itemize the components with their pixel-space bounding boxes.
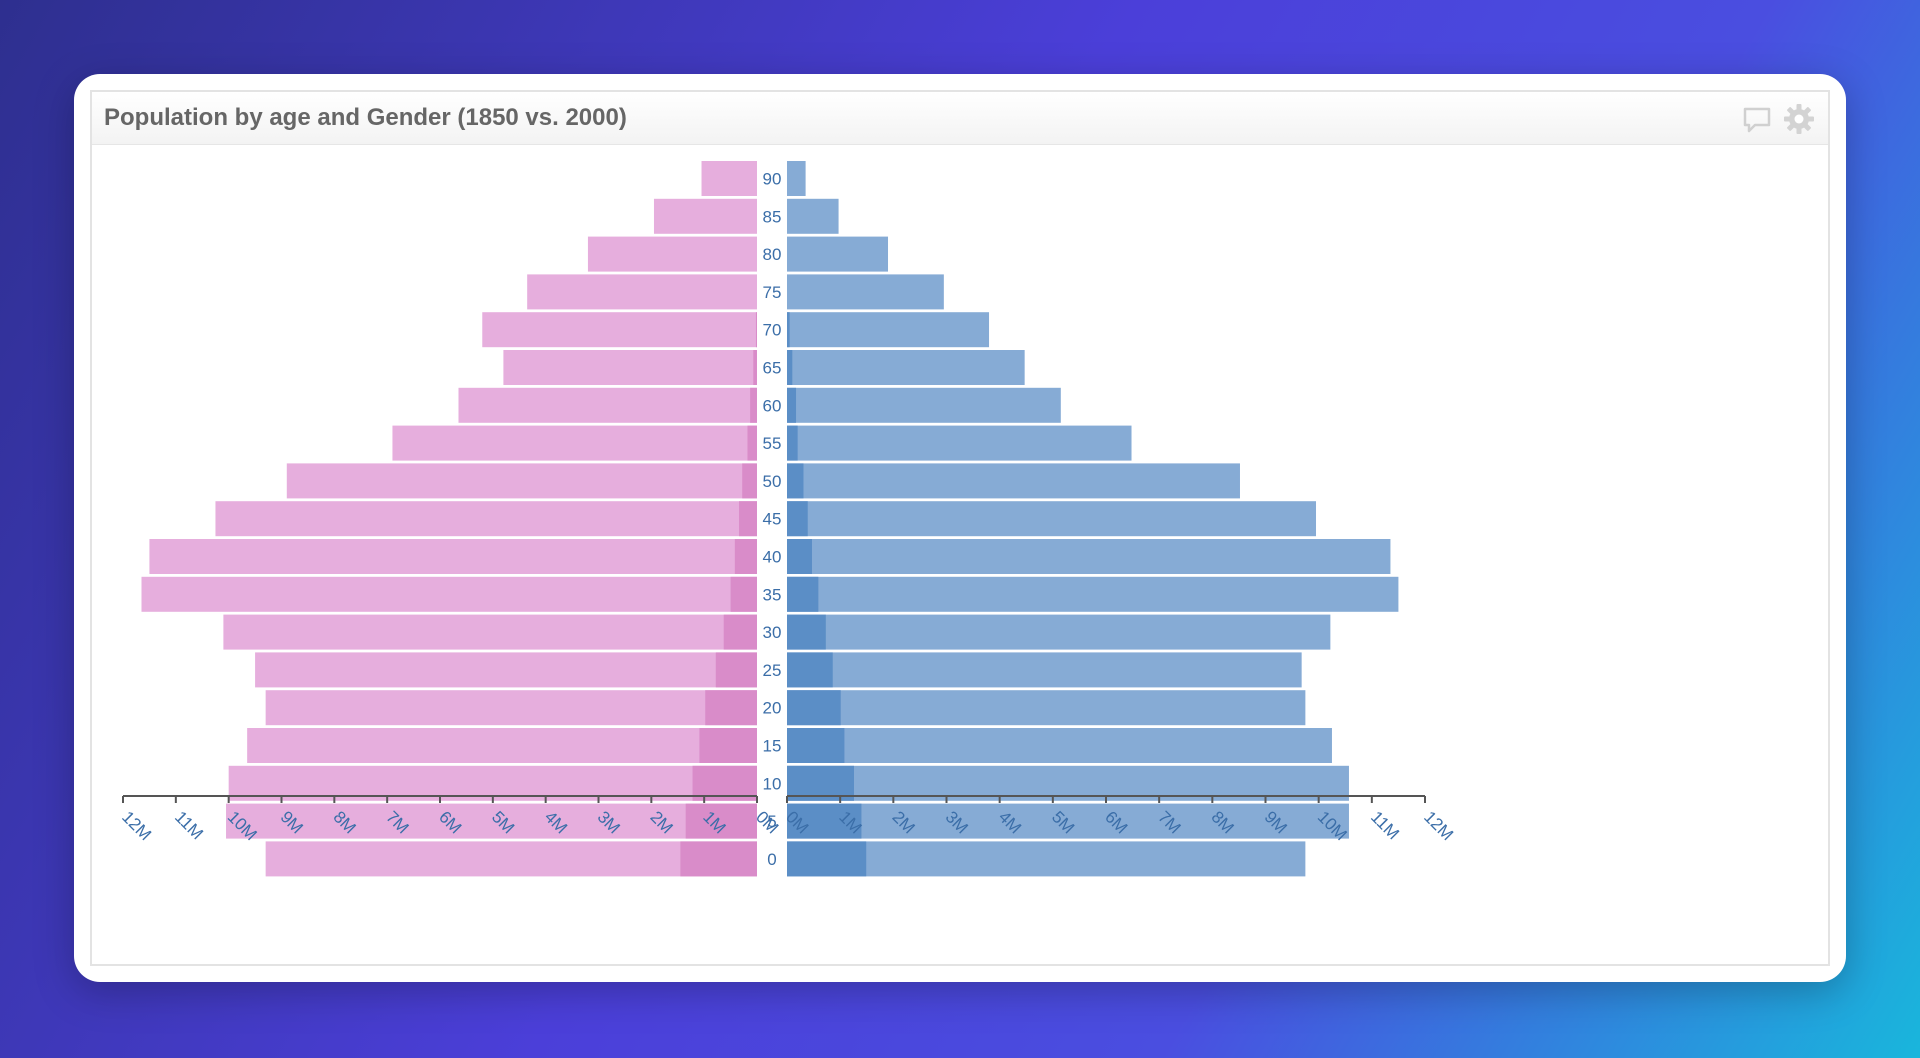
bar-right-inner-5	[787, 803, 862, 839]
bar-left-inner-30	[723, 614, 757, 650]
bar-left-inner-5	[685, 803, 757, 839]
age-label-75: 75	[763, 283, 782, 302]
bar-left-50	[286, 463, 757, 499]
bar-left-inner-45	[739, 501, 757, 537]
bar-left-inner-25	[715, 652, 757, 688]
tick-label-right: 12M	[1420, 807, 1457, 844]
bar-right-20	[787, 690, 1306, 726]
bar-right-25	[787, 652, 1302, 688]
bar-left-20	[265, 690, 757, 726]
bar-right-inner-45	[787, 501, 808, 537]
bar-left-inner-55	[747, 425, 757, 461]
bar-left-15	[247, 728, 758, 763]
age-label-20: 20	[763, 699, 782, 718]
bar-left-65	[503, 350, 757, 385]
panel-header: Population by age and Gender (1850 vs. 2…	[92, 92, 1828, 145]
bar-right-35	[787, 576, 1399, 612]
age-label-15: 15	[763, 737, 782, 756]
bar-right-inner-70	[787, 312, 790, 348]
bar-right-30	[787, 614, 1331, 650]
bar-right-inner-10	[787, 765, 854, 801]
age-label-80: 80	[763, 245, 782, 264]
bar-right-inner-65	[787, 350, 793, 385]
bar-right-10	[787, 765, 1349, 801]
bar-right-50	[787, 463, 1240, 499]
gear-icon[interactable]	[1782, 102, 1816, 136]
age-label-30: 30	[763, 623, 782, 642]
bar-left-40	[149, 539, 757, 574]
age-label-5: 5	[767, 812, 776, 831]
tick-label-left: 11M	[171, 807, 207, 843]
age-label-90: 90	[763, 170, 782, 189]
bar-right-inner-25	[787, 652, 833, 688]
bar-left-inner-20	[705, 690, 757, 726]
bar-left-30	[223, 614, 758, 650]
bar-right-15	[787, 728, 1332, 763]
bar-right-40	[787, 539, 1391, 574]
bar-left-inner-35	[730, 576, 757, 612]
bar-left-inner-60	[750, 387, 757, 423]
bar-left-0	[265, 841, 757, 877]
bar-right-inner-30	[787, 614, 826, 650]
bar-left-inner-70	[755, 312, 757, 348]
bar-right-55	[787, 425, 1132, 461]
bar-right-inner-55	[787, 425, 798, 461]
bar-right-inner-20	[787, 690, 841, 726]
bar-right-0	[787, 841, 1306, 877]
age-label-0: 0	[767, 850, 776, 869]
bar-left-inner-50	[742, 463, 757, 499]
bar-left-inner-40	[734, 539, 757, 574]
age-label-10: 10	[763, 774, 782, 793]
age-label-65: 65	[763, 359, 782, 378]
bar-left-inner-10	[692, 765, 757, 801]
bar-right-80	[787, 236, 889, 272]
comment-icon[interactable]	[1740, 102, 1774, 136]
bar-left-45	[215, 501, 757, 537]
bar-right-inner-0	[787, 841, 867, 877]
bar-left-70	[482, 312, 757, 348]
age-label-55: 55	[763, 434, 782, 453]
bar-left-inner-0	[680, 841, 757, 877]
bar-left-5	[226, 803, 757, 839]
age-label-45: 45	[763, 510, 782, 529]
age-label-35: 35	[763, 585, 782, 604]
bar-right-60	[787, 387, 1061, 423]
bar-left-80	[587, 236, 757, 272]
bar-left-90	[701, 161, 757, 196]
tick-label-left: 12M	[118, 807, 155, 844]
bar-left-85	[653, 198, 757, 234]
bar-right-inner-15	[787, 728, 845, 763]
bar-left-25	[255, 652, 758, 688]
bar-right-inner-35	[787, 576, 819, 612]
bar-right-5	[787, 803, 1349, 839]
bar-right-75	[787, 274, 944, 310]
age-label-70: 70	[763, 321, 782, 340]
bar-left-75	[527, 274, 757, 310]
bar-left-60	[458, 387, 757, 423]
bar-right-inner-50	[787, 463, 804, 499]
bar-left-inner-65	[753, 350, 757, 385]
card: Population by age and Gender (1850 vs. 2…	[74, 74, 1846, 982]
bar-right-85	[787, 198, 839, 234]
bar-right-70	[787, 312, 990, 348]
bar-left-55	[392, 425, 757, 461]
tick-label-right: 11M	[1367, 807, 1403, 843]
bar-right-90	[787, 161, 806, 196]
bar-left-10	[228, 765, 757, 801]
age-label-40: 40	[763, 548, 782, 567]
bar-left-inner-15	[699, 728, 757, 763]
chart-panel: Population by age and Gender (1850 vs. 2…	[90, 90, 1830, 966]
bar-right-65	[787, 350, 1025, 385]
bar-left-35	[141, 576, 757, 612]
bar-right-45	[787, 501, 1317, 537]
age-label-50: 50	[763, 472, 782, 491]
age-label-25: 25	[763, 661, 782, 680]
bar-right-inner-60	[787, 387, 797, 423]
age-label-85: 85	[763, 207, 782, 226]
age-label-60: 60	[763, 396, 782, 415]
panel-title: Population by age and Gender (1850 vs. 2…	[104, 104, 627, 131]
bar-right-inner-40	[787, 539, 812, 574]
